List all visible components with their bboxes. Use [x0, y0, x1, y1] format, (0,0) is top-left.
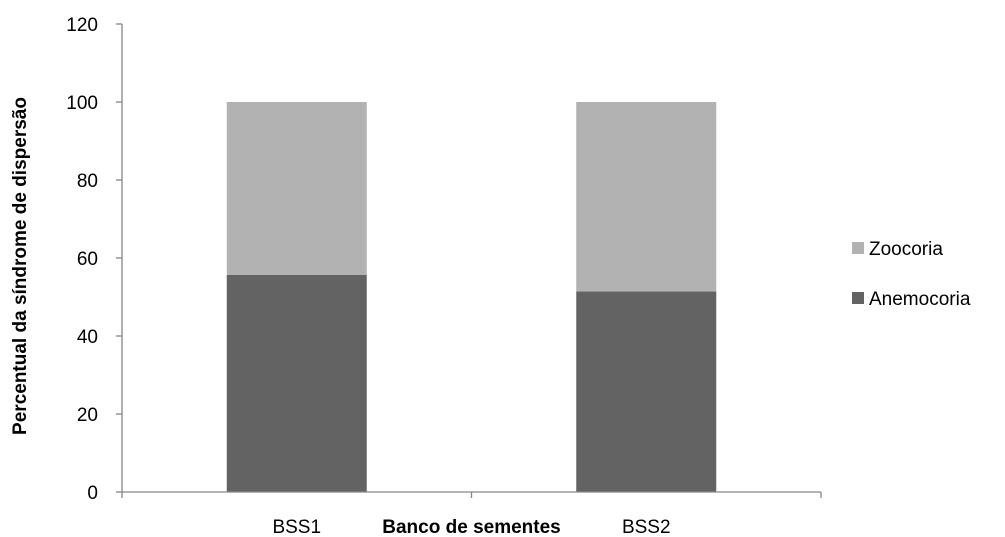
legend-swatch-zoocoria	[852, 242, 864, 254]
x-tick-label-bss2: BSS2	[622, 517, 671, 537]
y-tick-label: 40	[77, 327, 98, 348]
x-tick-label-bss1: BSS1	[272, 517, 321, 537]
y-tick-label: 120	[66, 15, 98, 36]
bar-zoocoria-bss1	[226, 102, 367, 275]
bar-anemocoria-bss2	[576, 291, 717, 492]
legend-label-zoocoria: Zoocoria	[869, 239, 943, 260]
x-ticks-group: BSS1 BSS2	[121, 492, 822, 537]
bars-group	[226, 102, 717, 492]
y-tick-label: 100	[66, 93, 98, 114]
legend-label-anemocoria: Anemocoria	[869, 289, 971, 310]
legend: Zoocoria Anemocoria	[852, 239, 971, 310]
y-tick-label: 80	[77, 171, 98, 192]
y-axis-title: Percentual da síndrome de dispersão	[10, 97, 31, 435]
legend-swatch-anemocoria	[852, 292, 864, 304]
bar-anemocoria-bss1	[226, 274, 367, 492]
y-tick-label: 60	[77, 249, 98, 270]
bar-zoocoria-bss2	[576, 102, 717, 292]
x-axis-title: Banco de sementes	[382, 517, 560, 537]
y-ticks-group: 0 20 40 60 80 100 120	[66, 15, 122, 504]
y-tick-label: 20	[77, 405, 98, 426]
y-tick-label: 0	[87, 483, 98, 504]
